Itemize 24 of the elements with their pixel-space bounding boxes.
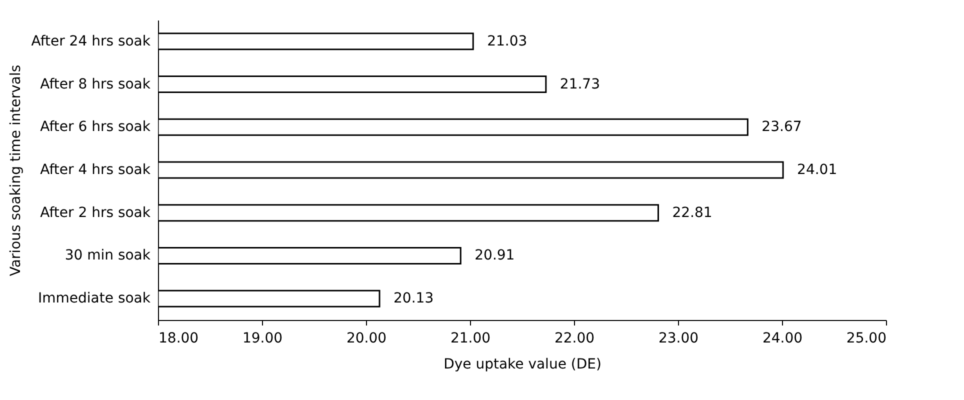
y-axis-title: Various soaking time intervals	[8, 64, 24, 276]
data-label: 24.01	[797, 162, 838, 178]
x-axis-title: Dye uptake value (DE)	[444, 356, 602, 372]
x-tick-label: 21.00	[450, 330, 491, 346]
data-label: 20.91	[474, 248, 515, 264]
x-tick-label: 24.00	[762, 330, 803, 346]
x-tick-label: 20.00	[346, 330, 387, 346]
x-tick-label: 23.00	[658, 330, 699, 346]
data-label: 21.73	[560, 76, 600, 92]
y-tick-label: Immediate soak	[38, 290, 152, 307]
y-tick-label: After 2 hrs soak	[40, 204, 152, 221]
data-label: 21.03	[487, 33, 528, 50]
y-tick-label: 30 min soak	[64, 248, 152, 264]
x-tick-label: 18.00	[158, 330, 199, 346]
x-tick-label: 22.00	[554, 330, 595, 346]
data-label: 22.81	[672, 204, 712, 221]
data-label: 20.13	[394, 290, 434, 307]
y-tick-label: After 8 hrs soak	[40, 76, 152, 92]
x-tick-label: 19.00	[242, 330, 283, 346]
data-label: 23.67	[762, 119, 802, 136]
x-tick-label: 25.00	[846, 330, 886, 346]
y-tick-label: After 6 hrs soak	[40, 119, 152, 136]
y-tick-label: After 4 hrs soak	[40, 162, 152, 178]
y-tick-label: After 24 hrs soak	[31, 33, 152, 50]
